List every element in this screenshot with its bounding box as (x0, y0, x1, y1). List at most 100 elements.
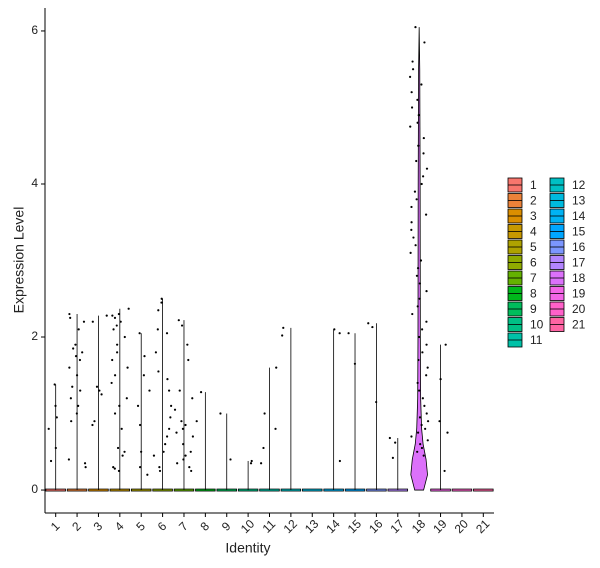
point (136, 404, 140, 407)
legend-label: 2 (530, 194, 537, 208)
point (347, 332, 350, 335)
point (175, 431, 178, 434)
point (375, 400, 378, 404)
point (416, 450, 419, 453)
point (425, 290, 428, 293)
point (353, 362, 357, 365)
point (416, 121, 419, 124)
point (418, 335, 421, 339)
point (168, 427, 171, 430)
point (112, 465, 115, 469)
x-tick-label: 12 (281, 517, 301, 537)
point (416, 98, 419, 101)
point (189, 450, 192, 453)
point (417, 114, 420, 117)
point (425, 343, 428, 346)
point (415, 274, 419, 277)
point (338, 459, 341, 463)
point (138, 423, 142, 427)
point (419, 443, 422, 446)
point (79, 389, 82, 392)
point (116, 343, 119, 346)
point (424, 427, 427, 430)
x-tick-label: 13 (302, 517, 322, 537)
point (182, 458, 185, 461)
point (181, 427, 185, 430)
point (165, 435, 169, 438)
legend-label: 12 (572, 178, 586, 192)
legend-label: 15 (572, 225, 586, 239)
point (70, 420, 73, 423)
point (420, 446, 424, 450)
point (160, 301, 163, 304)
point (112, 328, 115, 331)
legend-label: 3 (530, 209, 537, 223)
point (444, 343, 447, 346)
point (113, 374, 117, 377)
point (425, 374, 428, 377)
point (391, 456, 394, 460)
point (154, 351, 158, 354)
y-tick-label: 2 (31, 329, 38, 343)
point (419, 259, 423, 262)
point (49, 459, 53, 463)
x-tick-label: 9 (219, 519, 234, 534)
point (69, 316, 72, 319)
point (158, 465, 161, 469)
legend-label: 13 (572, 194, 586, 208)
point (418, 416, 422, 419)
point (165, 332, 169, 335)
legend-label: 10 (530, 318, 544, 332)
legend-label: 4 (530, 225, 537, 239)
legend-label: 21 (572, 318, 586, 332)
point (415, 159, 418, 163)
legend-label: 5 (530, 240, 537, 254)
legend-label: 14 (572, 209, 586, 223)
point (119, 320, 122, 323)
point (420, 423, 423, 427)
legend-label: 1 (530, 178, 537, 192)
x-tick-label: 15 (345, 517, 365, 537)
point (413, 190, 417, 193)
point (110, 381, 113, 385)
point (100, 393, 103, 396)
point (424, 213, 428, 216)
point (371, 325, 374, 329)
x-tick-label: 20 (452, 517, 472, 537)
point (95, 385, 99, 388)
point (416, 381, 419, 385)
point (184, 454, 187, 457)
point (421, 351, 424, 354)
y-tick-label: 6 (31, 23, 38, 37)
y-tick-label: 4 (31, 176, 38, 190)
point (77, 328, 80, 331)
legend-label: 16 (572, 240, 586, 254)
point (410, 228, 413, 231)
point (113, 467, 116, 470)
point (75, 412, 78, 415)
point (77, 404, 80, 407)
x-tick-label: 2 (69, 519, 84, 534)
point (84, 465, 87, 469)
point (54, 446, 57, 450)
point (367, 322, 370, 325)
point (249, 462, 253, 465)
point (142, 374, 145, 377)
point (115, 324, 118, 327)
point (78, 358, 82, 362)
point (417, 144, 420, 147)
point (120, 427, 123, 430)
point (426, 439, 429, 442)
violin (473, 488, 494, 492)
point (72, 347, 75, 350)
point (417, 358, 420, 362)
x-tick-label: 1 (48, 519, 63, 534)
point (415, 198, 418, 201)
point (146, 473, 149, 476)
point (75, 374, 79, 377)
point (425, 167, 429, 170)
point (421, 328, 424, 331)
point (105, 314, 108, 317)
point (418, 389, 421, 392)
